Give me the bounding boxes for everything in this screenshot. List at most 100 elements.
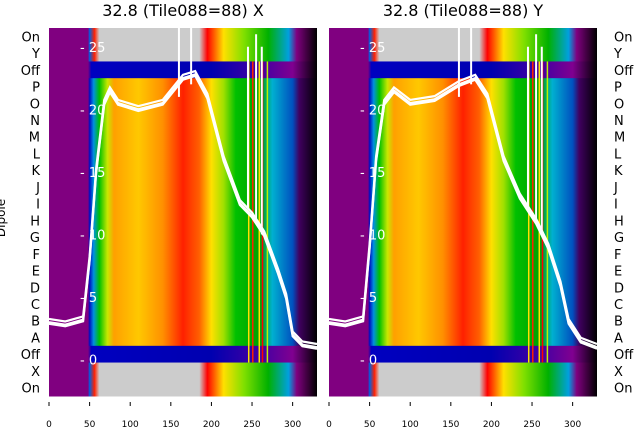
row-label: M: [614, 131, 625, 146]
heatmap-row-off: [329, 345, 597, 364]
row-label: Off: [21, 64, 41, 79]
heatmap-row-h: [329, 212, 597, 230]
heatmap-row-on: [329, 28, 597, 46]
row-label: L: [614, 147, 622, 162]
x-tick-label: 200: [483, 420, 500, 430]
heatmap-row-l: [329, 145, 597, 163]
heatmap-row-b: [329, 312, 597, 330]
x-tick-label: 50: [364, 420, 376, 430]
inner-y-tick-label: - 25: [80, 41, 105, 56]
row-label: B: [31, 315, 40, 330]
heatmap-row-h: [49, 212, 317, 230]
heatmap-row-n: [329, 111, 597, 129]
x-tick-label: 300: [284, 420, 301, 430]
heatmap-stripe: [546, 61, 549, 363]
row-label: F: [33, 248, 40, 263]
heatmap-row-y: [49, 44, 317, 62]
x-tick-label: 0: [46, 420, 52, 430]
heatmap-row-g: [329, 228, 597, 246]
row-label: M: [29, 131, 40, 146]
row-label: P: [614, 81, 622, 96]
row-label: N: [30, 114, 40, 129]
heatmap-row-f: [329, 245, 597, 263]
heatmap-row-x: [329, 362, 597, 380]
heatmap-row-k: [329, 161, 597, 180]
heatmap-row-e: [49, 262, 317, 280]
inner-y-tick-label: - 20: [360, 103, 385, 118]
inner-y-tick-label: - 25: [360, 41, 385, 56]
row-label: D: [30, 281, 40, 296]
series-line: [328, 73, 598, 346]
inner-y-tick-label: - 5: [80, 291, 97, 306]
heatmap-row-on: [329, 379, 597, 397]
heatmap-row-f: [49, 245, 317, 263]
row-label: Off: [614, 64, 634, 79]
heatmap-stripe: [266, 61, 269, 363]
heatmap-row-o: [329, 94, 597, 113]
row-label: A: [31, 331, 40, 346]
heatmap-row-on: [49, 379, 317, 397]
row-label: I: [36, 198, 40, 213]
heatmap-row-n: [49, 111, 317, 129]
x-tick-label: 250: [523, 420, 540, 430]
x-tick-label: 0: [326, 420, 332, 430]
row-label: E: [32, 265, 40, 280]
heatmap-row-m: [49, 128, 317, 146]
x-tick-label: 250: [243, 420, 260, 430]
row-label: E: [614, 265, 622, 280]
row-label: G: [614, 231, 624, 246]
inner-y-tick-label: - 15: [360, 166, 385, 181]
row-label: B: [614, 315, 623, 330]
heatmap-row-a: [329, 329, 597, 347]
heatmap-row-k: [49, 161, 317, 180]
heatmap-row-a: [49, 329, 317, 347]
heatmap-row-off: [49, 345, 317, 364]
heatmap-row-g: [49, 228, 317, 246]
heatmap-row-c: [49, 295, 317, 313]
inner-y-tick-label: - 0: [80, 354, 97, 369]
chart-title: 32.8 (Tile088=88) X: [102, 1, 264, 20]
row-label: J: [613, 181, 618, 196]
x-tick-label: 200: [203, 420, 220, 430]
heatmap-row-i: [49, 195, 317, 213]
heatmap-row-x: [49, 362, 317, 380]
row-label: A: [614, 331, 623, 346]
inner-y-tick-label: - 15: [80, 166, 105, 181]
row-label: H: [614, 214, 624, 229]
row-label: On: [22, 30, 40, 45]
x-tick-label: 50: [84, 420, 96, 430]
heatmap-stripe: [258, 61, 261, 363]
chart-title: 32.8 (Tile088=88) Y: [383, 1, 544, 20]
row-label: Y: [613, 47, 622, 62]
heatmap-row-on: [49, 28, 317, 46]
y-axis-label: Dipole: [0, 199, 8, 237]
inner-y-tick-label: - 10: [360, 229, 385, 244]
heatmap-row-d: [329, 278, 597, 297]
row-label: O: [614, 97, 624, 112]
heatmap-stripe: [538, 61, 541, 363]
x-tick-label: 150: [442, 420, 459, 430]
x-tick-label: 150: [162, 420, 179, 430]
heatmap-row-off: [49, 61, 317, 79]
row-label: Off: [21, 348, 41, 363]
row-label: P: [32, 81, 40, 96]
row-label: X: [614, 365, 623, 380]
heatmap-row-y: [329, 44, 597, 62]
x-tick-label: 300: [564, 420, 581, 430]
heatmap-row-e: [329, 262, 597, 280]
inner-y-tick-label: - 5: [360, 291, 377, 306]
heatmap-row-m: [329, 128, 597, 146]
row-label: L: [33, 147, 41, 162]
inner-y-tick-label: - 10: [80, 229, 105, 244]
inner-y-tick-label: - 20: [80, 103, 105, 118]
x-tick-label: 100: [402, 420, 419, 430]
row-label: G: [30, 231, 40, 246]
row-label: I: [614, 198, 618, 213]
row-label: K: [31, 164, 40, 179]
heatmap-row-l: [49, 145, 317, 163]
row-label: On: [22, 382, 40, 397]
